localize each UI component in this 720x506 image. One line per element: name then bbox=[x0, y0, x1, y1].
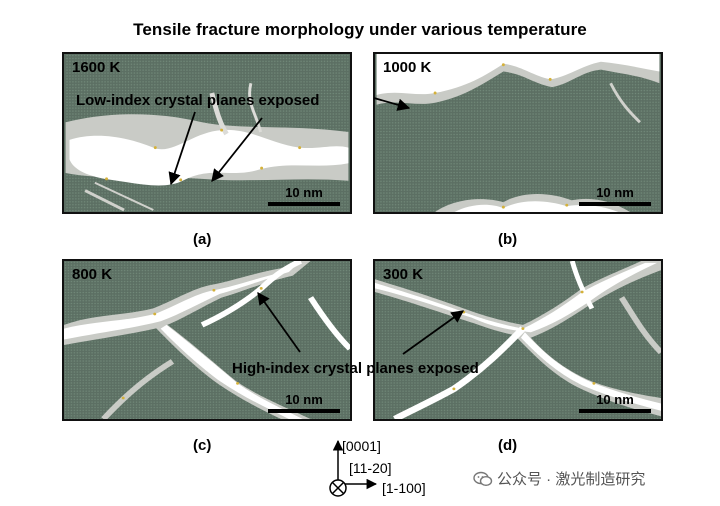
panel-a-morphology bbox=[65, 54, 349, 212]
wechat-icon bbox=[473, 471, 493, 487]
axis-right-label: [1-100] bbox=[382, 480, 426, 496]
panel-d-temperature: 300 K bbox=[383, 266, 424, 283]
panel-a-scale-line bbox=[268, 202, 340, 206]
panel-c-label: (c) bbox=[193, 437, 212, 454]
low-index-annotation: Low-index crystal planes exposed bbox=[76, 92, 320, 109]
panel-d-scale-line bbox=[579, 409, 651, 413]
panel-d-scale-label: 10 nm bbox=[596, 392, 634, 407]
panel-a-scale-label: 10 nm bbox=[285, 185, 323, 200]
axis-into-label: [11-20] bbox=[349, 460, 392, 476]
panel-c-scale-label: 10 nm bbox=[285, 392, 323, 407]
panel-b-scale-line bbox=[579, 202, 651, 206]
watermark: 公众号 · 激光制造研究 bbox=[473, 468, 645, 489]
panel-b: 1000 K 10 nm bbox=[373, 52, 663, 214]
panel-c-scale-line bbox=[268, 409, 340, 413]
panel-c-morphology bbox=[64, 261, 350, 419]
axis-into-symbol bbox=[329, 479, 347, 497]
panel-d: 300 K 10 nm bbox=[373, 259, 663, 421]
panel-b-temperature: 1000 K bbox=[383, 59, 432, 76]
panel-a: 1600 K 10 nm bbox=[62, 52, 352, 214]
panel-b-scale-label: 10 nm bbox=[596, 185, 634, 200]
panel-b-scale-bar: 10 nm bbox=[579, 186, 651, 206]
panel-a-scale-bar: 10 nm bbox=[268, 186, 340, 206]
high-index-annotation: High-index crystal planes exposed bbox=[232, 360, 479, 377]
axis-up-label: [0001] bbox=[342, 438, 381, 454]
panel-a-temperature: 1600 K bbox=[72, 59, 121, 76]
panel-c-scale-bar: 10 nm bbox=[268, 393, 340, 413]
panel-d-morphology bbox=[375, 261, 661, 419]
watermark-text: 公众号 · 激光制造研究 bbox=[497, 471, 646, 488]
panel-b-morphology bbox=[376, 54, 660, 212]
figure-title: Tensile fracture morphology under variou… bbox=[133, 20, 587, 39]
panel-c: 800 K 10 nm bbox=[62, 259, 352, 421]
panel-a-label: (a) bbox=[193, 231, 212, 248]
panel-b-label: (b) bbox=[498, 231, 518, 248]
panel-d-scale-bar: 10 nm bbox=[579, 393, 651, 413]
panel-d-label: (d) bbox=[498, 437, 518, 454]
panel-c-temperature: 800 K bbox=[72, 266, 113, 283]
